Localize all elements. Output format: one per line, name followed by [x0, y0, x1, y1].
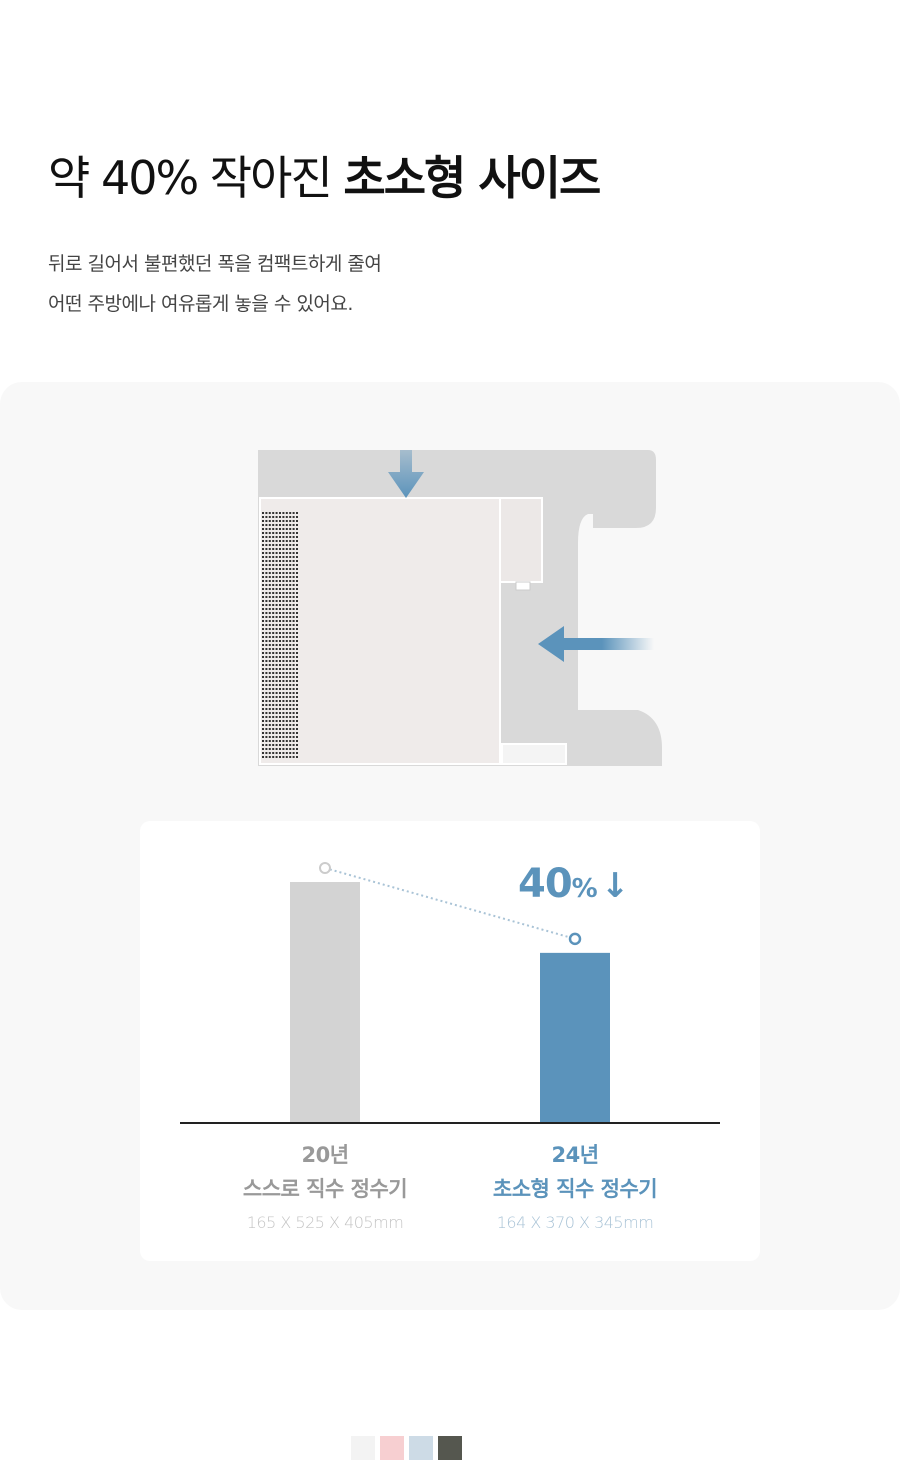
- vent-grille: [262, 512, 298, 758]
- page-title: 약 40% 작아진 초소형 사이즈: [48, 142, 601, 208]
- drip-tray: [501, 743, 567, 765]
- size-comparison-chart: 40% ↓ 20년 스스로 직수 정수기 165 X 525 X 405mm 24…: [140, 821, 760, 1261]
- reduction-badge: 40% ↓: [518, 861, 629, 907]
- title-bold: 초소형 사이즈: [343, 151, 601, 205]
- old-year: 20년: [301, 1143, 349, 1167]
- new-year: 24년: [551, 1143, 599, 1167]
- badge-unit: %: [571, 874, 598, 904]
- trend-line: [324, 867, 576, 940]
- color-swatch-3[interactable]: [438, 1436, 462, 1460]
- chart-svg: [180, 862, 720, 1124]
- purifier-body: [259, 497, 501, 765]
- color-swatch-1[interactable]: [380, 1436, 404, 1460]
- point-old: [319, 862, 331, 874]
- arrow-left-icon: [538, 626, 654, 662]
- bar-1: [540, 952, 610, 1122]
- color-swatch-2[interactable]: [409, 1436, 433, 1460]
- product-size-illustration: [258, 450, 662, 766]
- arrow-down-icon: ↓: [600, 866, 629, 906]
- point-new: [568, 932, 582, 946]
- desc-line-2: 어떤 주방에나 여유롭게 놓을 수 있어요.: [48, 293, 353, 315]
- arrow-down-icon: [388, 450, 424, 498]
- new-name: 초소형 직수 정수기: [492, 1177, 658, 1201]
- color-swatch-0[interactable]: [351, 1436, 375, 1460]
- old-model-label: 20년 스스로 직수 정수기 165 X 525 X 405mm: [200, 1139, 450, 1232]
- title-regular: 약 40% 작아진: [48, 151, 344, 205]
- faucet: [499, 497, 543, 583]
- old-dims: 165 X 525 X 405mm: [246, 1213, 404, 1232]
- description: 뒤로 길어서 불편했던 폭을 컴팩트하게 줄여 어떤 주방에나 여유롭게 놓을 …: [48, 244, 382, 324]
- old-name: 스스로 직수 정수기: [242, 1177, 408, 1201]
- bar-0: [290, 882, 360, 1122]
- color-options: [351, 1436, 462, 1460]
- desc-line-1: 뒤로 길어서 불편했던 폭을 컴팩트하게 줄여: [48, 253, 382, 275]
- badge-number: 40: [518, 861, 573, 907]
- new-model-label: 24년 초소형 직수 정수기 164 X 370 X 345mm: [450, 1139, 700, 1232]
- new-dims: 164 X 370 X 345mm: [496, 1213, 654, 1232]
